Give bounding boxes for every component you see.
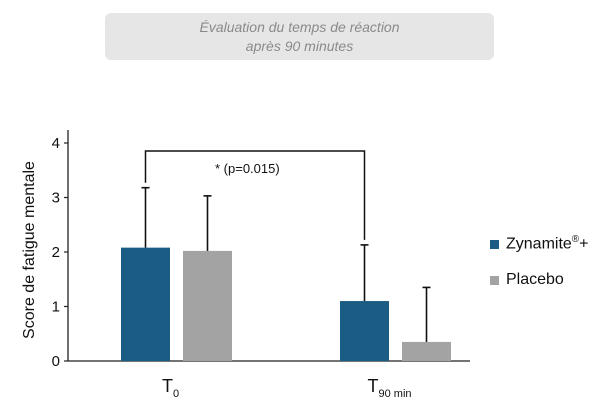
- y-tick-label: 1: [52, 299, 60, 316]
- bar-placebo-1: [402, 341, 451, 361]
- legend: Zynamite®+ Placebo: [490, 232, 589, 304]
- bar-zynamite-0: [121, 247, 170, 361]
- legend-label-zynamite: Zynamite®+: [506, 234, 589, 253]
- chart-title-line-1: Évaluation du temps de réaction: [199, 18, 400, 35]
- bar-placebo-0: [183, 250, 232, 361]
- legend-item-zynamite: Zynamite®+: [490, 232, 589, 256]
- y-axis-label: Score de fatigue mentale: [21, 161, 38, 339]
- chart-title-box: Évaluation du temps de réaction après 90…: [105, 13, 494, 60]
- significance-bracket: [144, 150, 366, 240]
- legend-item-placebo: Placebo: [490, 268, 589, 292]
- significance-annotation: * (p=0.015): [215, 161, 280, 176]
- y-tick-label: 2: [52, 244, 60, 261]
- x-tick-label: T0: [162, 376, 179, 400]
- legend-swatch-zynamite: [490, 239, 499, 249]
- chart-title-line-2: après 90 minutes: [245, 37, 354, 54]
- x-tick-label: T90 min: [367, 376, 411, 400]
- y-tick-label: 4: [52, 135, 60, 152]
- bar-zynamite-1: [340, 301, 389, 361]
- y-tick-label: 0: [52, 353, 60, 370]
- legend-swatch-placebo: [490, 275, 499, 285]
- legend-label-placebo: Placebo: [506, 271, 564, 288]
- y-tick-label: 3: [52, 190, 60, 207]
